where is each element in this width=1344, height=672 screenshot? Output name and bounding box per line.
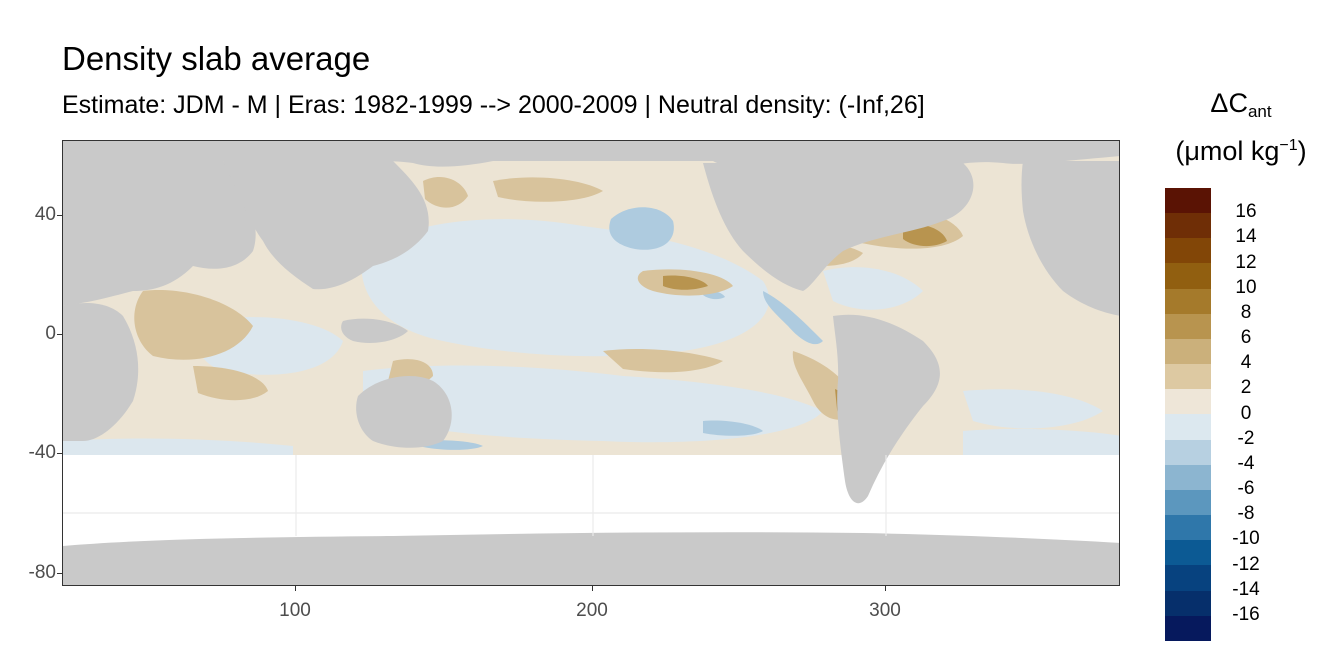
x-tick-300: 300	[869, 600, 901, 621]
land-maritime-continent	[341, 318, 408, 343]
y-tick-mark-minus-40	[57, 453, 62, 454]
legend-swatch	[1165, 238, 1211, 264]
legend-swatch	[1165, 313, 1211, 339]
y-tick-mark-40	[57, 215, 62, 216]
y-tick-mark-minus-80	[57, 573, 62, 574]
legend-swatch	[1165, 515, 1211, 541]
legend-swatch	[1165, 288, 1211, 314]
legend-label: 10	[1235, 276, 1257, 298]
legend-swatch	[1165, 590, 1211, 616]
legend-swatch	[1165, 565, 1211, 591]
legend-label: 16	[1235, 201, 1257, 223]
legend-label: 2	[1240, 377, 1252, 399]
x-tick-mark-100	[295, 586, 296, 591]
legend-label: -10	[1232, 528, 1260, 550]
legend-label: 14	[1235, 226, 1257, 248]
land-south-america	[833, 314, 940, 504]
x-tick-200: 200	[576, 600, 608, 621]
legend-swatch	[1165, 489, 1211, 516]
legend-label: -8	[1237, 503, 1255, 525]
y-tick-mark-0	[57, 334, 62, 335]
legend-label: -14	[1232, 578, 1260, 600]
legend-label: 8	[1240, 301, 1252, 323]
plot-subtitle: Estimate: JDM - M | Eras: 1982-1999 --> …	[62, 91, 925, 119]
legend-title-sub: ant	[1247, 102, 1272, 121]
land-europe-africa-east	[1021, 161, 1119, 316]
grid-lines	[63, 455, 1119, 536]
land-australia	[356, 376, 452, 448]
legend-label: 4	[1240, 352, 1252, 374]
legend-swatch	[1165, 414, 1211, 440]
legend-unit-pre: (μmol kg	[1175, 136, 1280, 166]
legend-title: ΔCant	[1160, 88, 1322, 122]
y-tick-40: 40	[34, 204, 56, 225]
legend-swatch	[1165, 389, 1211, 415]
legend-title-main: ΔC	[1210, 88, 1248, 118]
x-tick-100: 100	[279, 600, 311, 621]
negative-anomaly-regions	[63, 219, 1119, 455]
land-north-america	[703, 163, 974, 291]
legend-label: -6	[1237, 478, 1255, 499]
land-africa	[63, 303, 139, 441]
legend-unit-post: )	[1297, 136, 1307, 166]
legend-label: -2	[1237, 427, 1255, 449]
legend-swatch	[1165, 263, 1211, 289]
legend-swatch	[1165, 364, 1211, 390]
legend-label: 6	[1240, 327, 1252, 348]
legend-label: -4	[1237, 452, 1255, 474]
legend-label: 0	[1240, 402, 1252, 424]
legend-unit-sup: −1	[1279, 137, 1298, 154]
land-eurasia-africa-west	[63, 161, 256, 306]
legend-swatch	[1165, 213, 1211, 239]
plot-title: Density slab average	[62, 40, 371, 77]
legend-swatch	[1165, 540, 1211, 566]
x-tick-mark-200	[592, 586, 593, 591]
legend-colorbar	[1165, 188, 1211, 641]
map-svg	[63, 141, 1119, 585]
map-panel	[62, 140, 1120, 586]
land-antarctica	[63, 532, 1119, 585]
legend-unit: (μmol kg−1)	[1160, 136, 1322, 167]
strong-negative-regions	[423, 207, 823, 450]
land-asia	[223, 161, 429, 290]
y-tick-0: 0	[45, 323, 56, 344]
legend-label: -12	[1232, 553, 1260, 575]
legend-swatch	[1165, 439, 1211, 465]
legend-swatch	[1165, 338, 1211, 365]
x-tick-mark-300	[885, 586, 886, 591]
y-tick-minus-40: -40	[28, 442, 56, 463]
legend-swatch	[1165, 464, 1211, 490]
legend-label: 12	[1235, 251, 1257, 273]
land-masses	[63, 141, 1119, 585]
legend-label: -16	[1232, 603, 1260, 625]
legend-swatch	[1165, 615, 1211, 641]
y-tick-minus-80: -80	[28, 562, 56, 583]
legend-swatch	[1165, 188, 1211, 214]
